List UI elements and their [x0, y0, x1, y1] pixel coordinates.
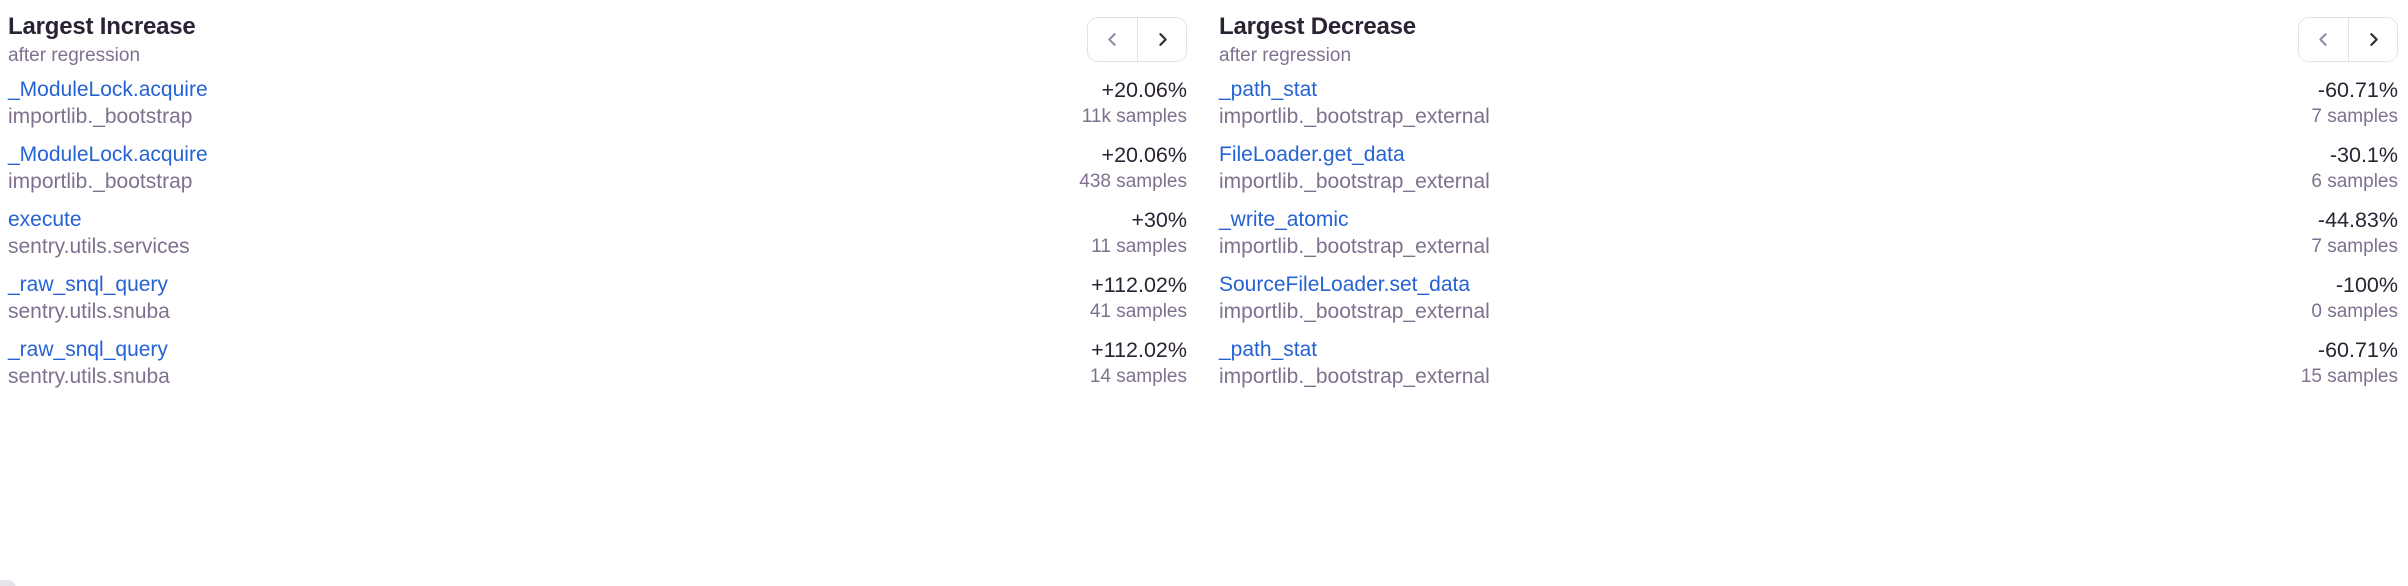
function-info: SourceFileLoader.set_data importlib._boo…: [1219, 272, 1490, 325]
change-percent: +20.06%: [1101, 143, 1187, 167]
function-module: sentry.utils.snuba: [8, 365, 170, 388]
function-stats: +30% 11 samples: [1071, 207, 1187, 259]
decrease-prev-button[interactable]: [2299, 18, 2348, 61]
function-module: importlib._bootstrap_external: [1219, 300, 1490, 323]
change-percent: -44.83%: [2317, 208, 2398, 232]
decrease-next-button[interactable]: [2348, 18, 2397, 61]
function-link[interactable]: _path_stat: [1219, 338, 1318, 361]
list-item: _ModuleLock.acquire importlib._bootstrap…: [8, 142, 1187, 195]
function-stats: +112.02% 14 samples: [1070, 337, 1187, 389]
function-link[interactable]: FileLoader.get_data: [1219, 143, 1405, 166]
largest-increase-header: Largest Increase after regression: [8, 12, 1187, 68]
function-module: importlib._bootstrap_external: [1219, 365, 1490, 388]
function-info: FileLoader.get_data importlib._bootstrap…: [1219, 142, 1490, 195]
chevron-right-icon: [1154, 31, 1171, 48]
sample-count: 11 samples: [1091, 236, 1187, 257]
sample-count: 11k samples: [1081, 106, 1187, 127]
change-percent: -60.71%: [2317, 78, 2398, 102]
panel-title: Largest Increase: [8, 13, 196, 40]
largest-decrease-panel: Largest Decrease after regression: [1219, 12, 2398, 402]
sample-count: 438 samples: [1079, 171, 1187, 192]
function-module: sentry.utils.snuba: [8, 300, 170, 323]
function-link[interactable]: _ModuleLock.acquire: [8, 78, 208, 101]
change-percent: -60.71%: [2317, 338, 2398, 362]
sample-count: 7 samples: [2311, 236, 2398, 257]
list-item: _write_atomic importlib._bootstrap_exter…: [1219, 207, 2398, 260]
list-item: _ModuleLock.acquire importlib._bootstrap…: [8, 77, 1187, 130]
function-stats: -60.71% 15 samples: [2281, 337, 2398, 389]
function-info: _path_stat importlib._bootstrap_external: [1219, 77, 1490, 130]
chevron-left-icon: [2315, 31, 2332, 48]
largest-increase-title-block: Largest Increase after regression: [8, 12, 196, 68]
list-item: _path_stat importlib._bootstrap_external…: [1219, 337, 2398, 390]
largest-decrease-header: Largest Decrease after regression: [1219, 12, 2398, 68]
function-stats: +20.06% 11k samples: [1062, 77, 1187, 129]
sample-count: 7 samples: [2311, 106, 2398, 127]
function-link[interactable]: SourceFileLoader.set_data: [1219, 273, 1471, 296]
sample-count: 0 samples: [2311, 301, 2398, 322]
panel-subtitle: after regression: [1219, 45, 1352, 66]
function-link[interactable]: _raw_snql_query: [8, 273, 168, 296]
function-info: _write_atomic importlib._bootstrap_exter…: [1219, 207, 1490, 260]
panel-subtitle: after regression: [8, 45, 141, 66]
function-info: _raw_snql_query sentry.utils.snuba: [8, 337, 170, 390]
function-module: sentry.utils.services: [8, 235, 190, 258]
function-stats: -44.83% 7 samples: [2291, 207, 2398, 259]
function-info: execute sentry.utils.services: [8, 207, 190, 260]
function-link[interactable]: _write_atomic: [1219, 208, 1349, 231]
largest-decrease-title-block: Largest Decrease after regression: [1219, 12, 1416, 68]
function-stats: -30.1% 6 samples: [2291, 142, 2398, 194]
increase-pagination: [1087, 17, 1187, 62]
sample-count: 6 samples: [2311, 171, 2398, 192]
list-item: _path_stat importlib._bootstrap_external…: [1219, 77, 2398, 130]
sample-count: 41 samples: [1089, 301, 1187, 322]
function-stats: -100% 0 samples: [2291, 272, 2398, 324]
decrease-pagination: [2298, 17, 2398, 62]
list-item: execute sentry.utils.services +30% 11 sa…: [8, 207, 1187, 260]
change-percent: +30%: [1131, 208, 1187, 232]
function-module: importlib._bootstrap_external: [1219, 235, 1490, 258]
increase-rows: _ModuleLock.acquire importlib._bootstrap…: [8, 77, 1187, 390]
function-link[interactable]: _ModuleLock.acquire: [8, 143, 208, 166]
panel-title: Largest Decrease: [1219, 13, 1416, 40]
list-item: FileLoader.get_data importlib._bootstrap…: [1219, 142, 2398, 195]
function-module: importlib._bootstrap_external: [1219, 170, 1490, 193]
increase-prev-button[interactable]: [1088, 18, 1137, 61]
change-percent: +112.02%: [1091, 273, 1187, 297]
function-link[interactable]: _path_stat: [1219, 78, 1318, 101]
change-percent: -100%: [2335, 273, 2398, 297]
chevron-left-icon: [1104, 31, 1121, 48]
change-percent: +20.06%: [1101, 78, 1187, 102]
sample-count: 15 samples: [2300, 366, 2398, 387]
change-percent: +112.02%: [1091, 338, 1187, 362]
list-item: _raw_snql_query sentry.utils.snuba +112.…: [8, 337, 1187, 390]
chevron-right-icon: [2365, 31, 2382, 48]
function-stats: -60.71% 7 samples: [2291, 77, 2398, 129]
largest-increase-panel: Largest Increase after regression: [8, 12, 1187, 402]
function-stats: +20.06% 438 samples: [1059, 142, 1187, 194]
function-info: _ModuleLock.acquire importlib._bootstrap: [8, 77, 208, 130]
function-info: _ModuleLock.acquire importlib._bootstrap: [8, 142, 208, 195]
function-module: importlib._bootstrap_external: [1219, 105, 1490, 128]
regression-functions-panels: Largest Increase after regression: [8, 12, 2398, 402]
partially-visible-element: [0, 580, 16, 586]
list-item: _raw_snql_query sentry.utils.snuba +112.…: [8, 272, 1187, 325]
function-module: importlib._bootstrap: [8, 170, 193, 193]
function-link[interactable]: execute: [8, 208, 82, 231]
list-item: SourceFileLoader.set_data importlib._boo…: [1219, 272, 2398, 325]
increase-next-button[interactable]: [1137, 18, 1186, 61]
function-info: _raw_snql_query sentry.utils.snuba: [8, 272, 170, 325]
sample-count: 14 samples: [1089, 366, 1187, 387]
function-stats: +112.02% 41 samples: [1070, 272, 1187, 324]
function-link[interactable]: _raw_snql_query: [8, 338, 168, 361]
function-info: _path_stat importlib._bootstrap_external: [1219, 337, 1490, 390]
function-module: importlib._bootstrap: [8, 105, 193, 128]
decrease-rows: _path_stat importlib._bootstrap_external…: [1219, 77, 2398, 390]
change-percent: -30.1%: [2329, 143, 2398, 167]
